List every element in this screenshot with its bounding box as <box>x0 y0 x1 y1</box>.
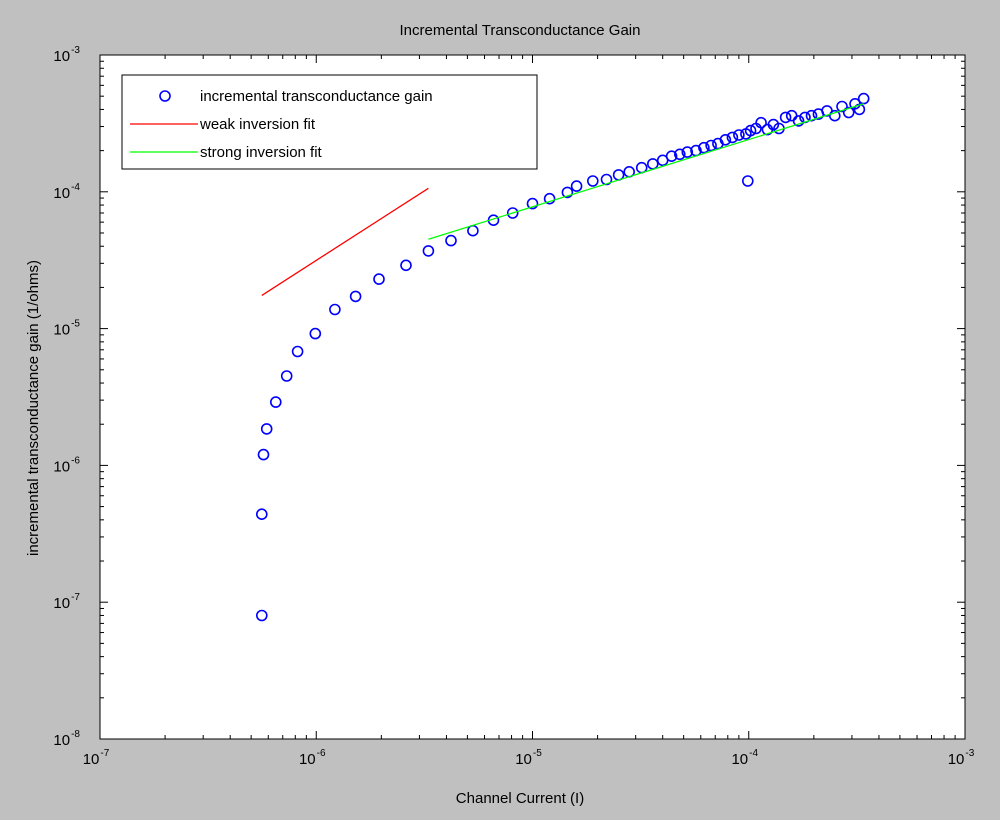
data-point-21 <box>586 175 599 187</box>
legend: incremental transconductance gain weak i… <box>121 74 538 170</box>
legend-label-gain: incremental transconductance gain <box>200 88 433 105</box>
chart-title: Incremental Transconductance Gain <box>400 22 641 39</box>
data-point-13 <box>445 234 457 247</box>
data-point-54 <box>842 106 855 119</box>
data-point-30 <box>681 146 694 158</box>
y-tick-exponent-0: -8 <box>71 729 80 740</box>
series-line-2 <box>428 103 864 240</box>
data-point-53 <box>836 100 848 113</box>
legend-marker-gain <box>159 90 171 102</box>
data-point-32 <box>698 141 710 154</box>
data-point-12 <box>422 245 435 257</box>
data-point-28 <box>665 150 678 162</box>
x-tick-exponent-1: -6 <box>317 748 326 759</box>
data-point-47 <box>792 115 805 127</box>
data-point-8 <box>329 303 341 316</box>
data-point-29 <box>673 148 686 161</box>
legend-label-weak: weak inversion fit <box>199 116 316 133</box>
x-tick-exponent-4: -3 <box>965 748 974 759</box>
data-point-11 <box>400 259 412 272</box>
data-point-6 <box>291 345 304 358</box>
x-axis-label: Channel Current (I) <box>456 790 584 807</box>
data-point-17 <box>526 197 539 210</box>
data-point-9 <box>349 290 362 303</box>
data-point-10 <box>373 273 385 285</box>
data-point-5 <box>280 370 293 382</box>
series-line-1 <box>261 187 429 296</box>
legend-label-strong: strong inversion fit <box>200 144 323 161</box>
data-point-39 <box>744 124 757 137</box>
y-tick-exponent-4: -4 <box>71 182 80 193</box>
data-point-56 <box>853 103 866 116</box>
x-tick-exponent-0: -7 <box>100 748 109 759</box>
y-tick-exponent-2: -6 <box>71 455 80 466</box>
data-point-22 <box>600 173 613 186</box>
data-point-4 <box>269 396 282 408</box>
data-point-36 <box>726 131 739 144</box>
series-layer <box>255 92 870 622</box>
y-axis-label: incremental transconductance gain (1/ohm… <box>25 260 42 556</box>
data-point-16 <box>506 207 519 219</box>
data-point-45 <box>779 111 792 124</box>
data-point-33 <box>705 139 717 152</box>
data-point-0 <box>255 609 268 622</box>
data-point-57 <box>857 92 870 105</box>
y-tick-exponent-3: -5 <box>71 319 80 330</box>
data-point-58 <box>741 175 754 187</box>
x-tick-exponent-3: -4 <box>749 748 758 759</box>
data-point-19 <box>561 186 574 199</box>
data-point-1 <box>255 508 268 521</box>
data-point-2 <box>257 448 270 461</box>
data-point-35 <box>719 134 732 146</box>
data-point-18 <box>543 192 556 205</box>
x-tick-exponent-2: -5 <box>533 748 542 759</box>
data-point-20 <box>570 180 583 192</box>
y-tick-exponent-5: -3 <box>71 45 80 56</box>
y-tick-exponent-1: -7 <box>71 592 80 603</box>
data-point-3 <box>260 423 273 435</box>
data-point-41 <box>755 116 767 129</box>
legend-box <box>121 74 538 170</box>
data-point-37 <box>733 129 745 141</box>
data-point-7 <box>309 327 322 340</box>
data-point-52 <box>828 109 841 122</box>
